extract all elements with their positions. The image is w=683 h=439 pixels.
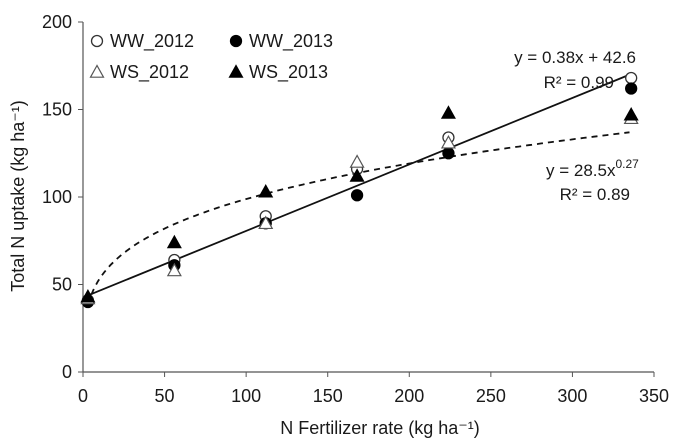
y-tick-label: 150 xyxy=(42,100,72,120)
legend-marker xyxy=(229,34,243,48)
y-tick-label: 100 xyxy=(42,187,72,207)
legend-label: WW_2013 xyxy=(249,31,333,52)
linear-fit-equation: y = 0.38x + 42.6 xyxy=(514,48,636,67)
data-point-ws-2013 xyxy=(258,184,274,198)
y-tick-label: 50 xyxy=(52,275,72,295)
linear-fit-r2: R² = 0.99 xyxy=(544,73,614,92)
x-tick-label: 100 xyxy=(231,386,261,406)
y-axis-title: Total N uptake (kg ha⁻¹) xyxy=(8,100,28,292)
equations: y = 0.38x + 42.6 R² = 0.99 y = 28.5x0.27… xyxy=(514,48,639,204)
x-tick-label: 200 xyxy=(394,386,424,406)
data-point-ww-2013 xyxy=(442,147,455,160)
data-point-ww-2012 xyxy=(625,71,638,85)
x-tick-label: 0 xyxy=(78,386,88,406)
legend-marker xyxy=(89,64,105,78)
legend-label: WS_2013 xyxy=(249,62,328,83)
data-point-ws-2013 xyxy=(80,289,96,303)
x-tick-label: 250 xyxy=(476,386,506,406)
data-point-ws-2013 xyxy=(440,105,456,119)
data-point-ww-2013 xyxy=(625,82,638,95)
x-tick-label: 300 xyxy=(557,386,587,406)
power-fit-r2: R² = 0.89 xyxy=(560,185,630,204)
y-tick-label: 200 xyxy=(42,12,72,32)
x-tick-label: 150 xyxy=(313,386,343,406)
legend-label: WS_2012 xyxy=(110,62,189,83)
legend-marker xyxy=(228,64,244,78)
data-points xyxy=(80,71,639,309)
power-fit-equation: y = 28.5x0.27 xyxy=(546,157,639,180)
data-point-ws-2013 xyxy=(166,234,182,249)
power-fit-equation-base: y = 28.5x xyxy=(546,161,616,180)
x-axis-title: N Fertilizer rate (kg ha⁻¹) xyxy=(280,418,480,438)
x-tick-label: 50 xyxy=(155,386,175,406)
axes: 0 50 100 150 200 250 300 350 0 50 100 150 200 xyxy=(42,12,669,406)
data-point-ws-2013 xyxy=(623,107,639,121)
data-point-ws-2012 xyxy=(258,215,274,230)
linear-fit-line xyxy=(82,73,632,299)
x-tick-label: 350 xyxy=(639,386,669,406)
data-point-ws-2013 xyxy=(349,168,365,182)
data-point-ws-2012 xyxy=(166,262,182,277)
data-point-ww-2013 xyxy=(350,189,364,202)
legend-marker xyxy=(90,34,104,48)
legend-label: WW_2012 xyxy=(110,31,194,52)
data-point-ws-2012 xyxy=(440,135,456,149)
data-point-ws-2012 xyxy=(349,154,365,168)
power-fit-equation-exponent: 0.27 xyxy=(615,157,639,171)
y-tick-label: 0 xyxy=(62,362,72,382)
power-fit-curve xyxy=(87,131,630,306)
legend: WW_2012 WW_2013 WS_2012 WS_2013 xyxy=(89,31,333,83)
